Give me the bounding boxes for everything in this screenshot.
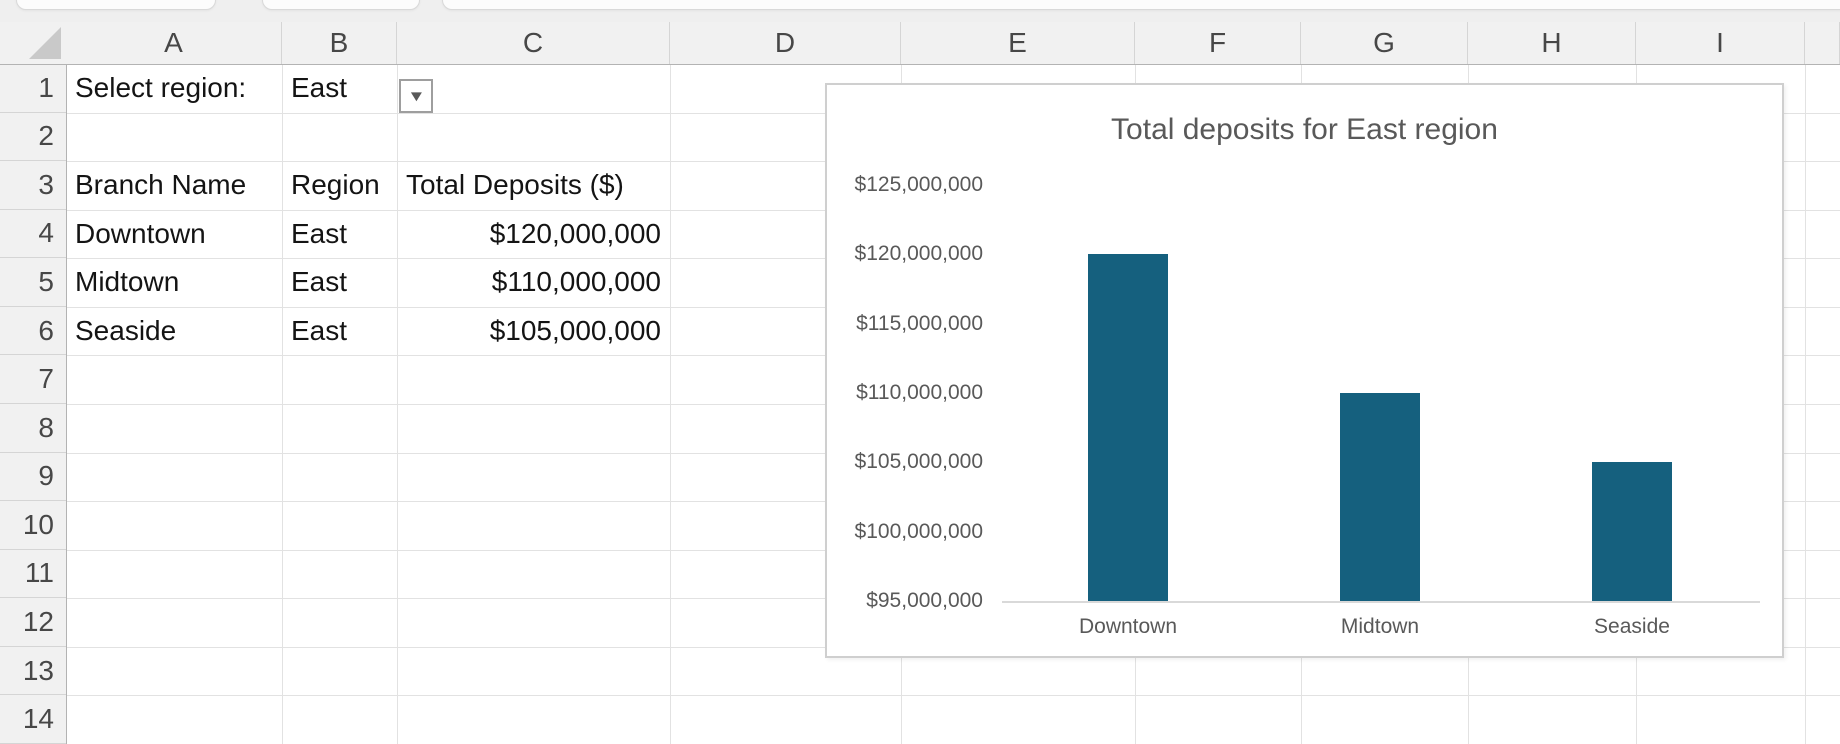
row-header-11[interactable]: 11 — [0, 550, 66, 599]
cell-region-2[interactable]: East — [291, 266, 348, 298]
row-header-5[interactable]: 5 — [0, 258, 66, 307]
row-header-1[interactable]: 1 — [0, 64, 66, 113]
column-header-g[interactable]: G — [1301, 22, 1468, 64]
tab-card-middle[interactable] — [262, 0, 420, 10]
row-header-7[interactable]: 7 — [0, 355, 66, 404]
row-header-6[interactable]: 6 — [0, 307, 66, 356]
select-all-triangle-icon — [29, 27, 61, 59]
y-axis-tick-label: $95,000,000 — [866, 589, 983, 612]
column-header-d[interactable]: D — [670, 22, 901, 64]
dropdown-arrow-icon: ▼ — [406, 87, 426, 105]
cell-branch-3[interactable]: Seaside — [75, 314, 177, 346]
column-header-a[interactable]: A — [66, 22, 282, 64]
toolbar-card — [442, 0, 1840, 10]
bar-downtown[interactable] — [1088, 254, 1168, 601]
column-header-c[interactable]: C — [397, 22, 670, 64]
y-axis-tick-label: $100,000,000 — [854, 519, 983, 543]
gridline — [66, 695, 1840, 697]
row-header-strip — [0, 64, 66, 744]
row-header-10[interactable]: 10 — [0, 501, 66, 550]
top-chrome-strip — [0, 0, 1840, 22]
cell-deposits-1[interactable]: $120,000,000 — [489, 217, 661, 249]
row-header-8[interactable]: 8 — [0, 404, 66, 453]
column-header-h[interactable]: H — [1468, 22, 1636, 64]
y-axis-tick-label: $110,000,000 — [856, 381, 983, 404]
chart-title: Total deposits for East region — [1111, 113, 1498, 146]
row-header-13[interactable]: 13 — [0, 647, 66, 696]
bar-midtown[interactable] — [1340, 393, 1420, 601]
column-header-e[interactable]: E — [901, 22, 1135, 64]
bar-seaside[interactable] — [1592, 462, 1672, 601]
column-header-extra[interactable] — [1805, 22, 1840, 64]
y-axis-tick-label: $105,000,000 — [854, 450, 983, 474]
row-header-12[interactable]: 12 — [0, 598, 66, 647]
row-header-3[interactable]: 3 — [0, 161, 66, 210]
header-boundary — [0, 64, 1840, 65]
deposits-bar-chart[interactable]: Total deposits for East region $125,000,… — [825, 83, 1784, 658]
column-header-strip — [0, 22, 1840, 64]
y-axis-tick-label: $120,000,000 — [854, 242, 983, 266]
column-header-i[interactable]: I — [1636, 22, 1805, 64]
y-axis-tick-label: $125,000,000 — [854, 173, 983, 196]
row-header-2[interactable]: 2 — [0, 113, 66, 162]
cell-header-1[interactable]: Branch Name — [75, 169, 247, 201]
x-axis-category-label: Midtown — [1340, 615, 1420, 638]
cell-a1-select-region-label[interactable]: Select region: — [75, 72, 247, 103]
cell-region-1[interactable]: East — [291, 217, 348, 249]
y-axis-tick-label: $115,000,000 — [856, 311, 983, 335]
tab-card-left[interactable] — [16, 0, 216, 10]
row-header-4[interactable]: 4 — [0, 210, 66, 259]
region-dropdown-button[interactable]: ▼ — [399, 79, 433, 113]
cell-region-3[interactable]: East — [291, 314, 348, 346]
row-header-9[interactable]: 9 — [0, 453, 66, 502]
cell-header-3[interactable]: Total Deposits ($) — [406, 169, 624, 201]
select-all-button[interactable] — [0, 22, 66, 64]
column-header-f[interactable]: F — [1135, 22, 1301, 64]
row-header-14[interactable]: 14 — [0, 695, 66, 744]
column-header-b[interactable]: B — [282, 22, 397, 64]
cell-branch-2[interactable]: Midtown — [75, 266, 180, 298]
x-axis-category-label: Seaside — [1594, 615, 1670, 638]
cell-b1-region-value[interactable]: East — [291, 72, 348, 103]
cell-deposits-3[interactable]: $105,000,000 — [489, 314, 661, 346]
cell-deposits-2[interactable]: $110,000,000 — [491, 266, 661, 298]
cell-branch-1[interactable]: Downtown — [75, 217, 206, 249]
header-boundary — [66, 64, 67, 744]
x-axis-category-label: Downtown — [1078, 615, 1178, 638]
cell-header-2[interactable]: Region — [291, 169, 380, 201]
chart-x-axis-line — [1002, 601, 1760, 603]
